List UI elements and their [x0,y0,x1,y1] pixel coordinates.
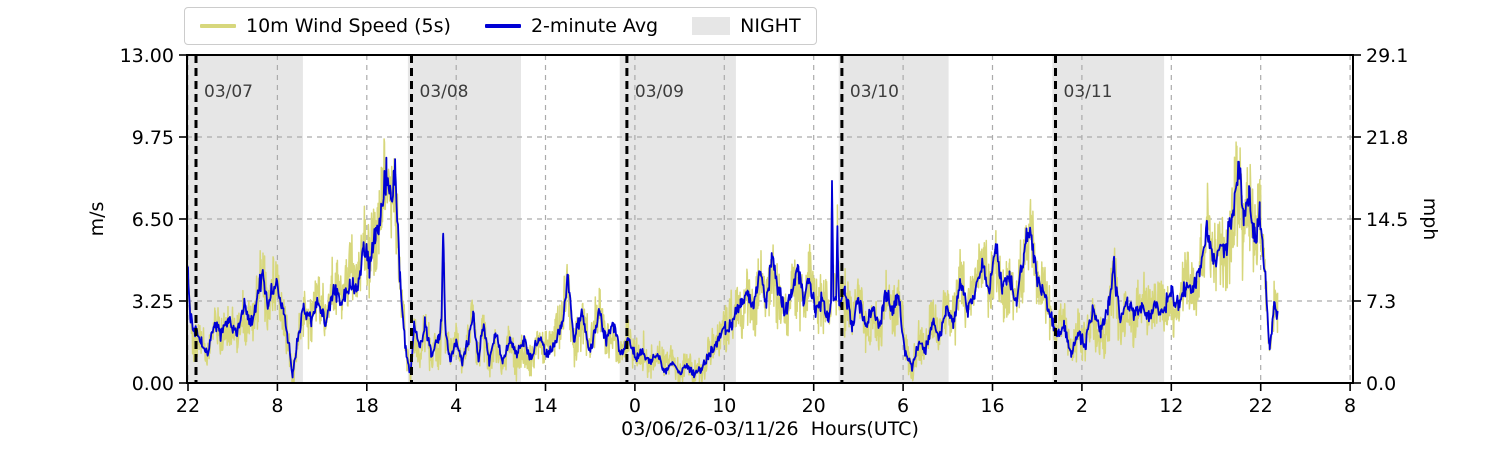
y-tick-label-left: 9.75 [132,127,174,149]
date-label: 03/10 [850,82,899,102]
legend-label-avg: 2-minute Avg [530,15,659,37]
y-tick-label-left: 13.00 [120,45,174,67]
x-tick-label: 8 [1344,395,1356,417]
x-tick-label: 16 [980,395,1004,417]
legend-label-night: NIGHT [740,15,801,37]
legend: 10m Wind Speed (5s) 2-minute Avg NIGHT [184,7,817,45]
x-tick-label: 22 [176,395,200,417]
x-tick-label: 20 [802,395,826,417]
y-tick-label-left: 0.00 [132,373,174,395]
x-tick-label: 12 [1159,395,1183,417]
x-tick-label: 4 [450,395,462,417]
x-tick-label: 14 [533,395,557,417]
two-minute-avg-series [186,156,1279,379]
y-tick-label-left: 6.50 [132,209,174,231]
date-label: 03/09 [635,82,684,102]
x-tick-label: 6 [897,395,909,417]
y-tick-label-right: 29.1 [1366,45,1408,67]
legend-item-night: NIGHT [692,15,801,37]
avg-series-line-swatch [484,24,521,28]
midnight-lines: 03/07 03/08 03/09 03/10 03/11 [194,55,1113,383]
raw-series-line-swatch [200,24,236,28]
axis-ticks: 22 8 18 4 14 0 10 20 6 16 2 12 22 8 0.00 0.0 3.25 7.3 6.50… [120,45,1409,417]
legend-item-raw: 10m Wind Speed (5s) [200,15,451,37]
date-label: 03/07 [204,82,253,102]
x-tick-label: 0 [629,395,641,417]
y-tick-label-right: 14.5 [1366,209,1408,231]
date-label: 03/11 [1064,82,1113,102]
legend-item-avg: 2-minute Avg [484,15,659,37]
x-tick-label: 10 [712,395,736,417]
y-tick-label-right: 21.8 [1366,127,1408,149]
gridlines [187,55,1353,383]
y-tick-label-right: 0.0 [1366,373,1396,395]
date-label: 03/08 [420,82,469,102]
x-tick-label: 18 [355,395,379,417]
y-tick-label-left: 3.25 [132,291,174,313]
x-tick-label: 22 [1249,395,1273,417]
x-tick-label: 2 [1076,395,1088,417]
legend-label-raw: 10m Wind Speed (5s) [246,15,451,37]
night-patch-swatch [692,17,731,35]
y-tick-label-right: 7.3 [1366,291,1396,313]
x-axis-label: 03/06/26-03/11/26 Hours(UTC) [621,418,919,440]
x-tick-label: 8 [271,395,283,417]
